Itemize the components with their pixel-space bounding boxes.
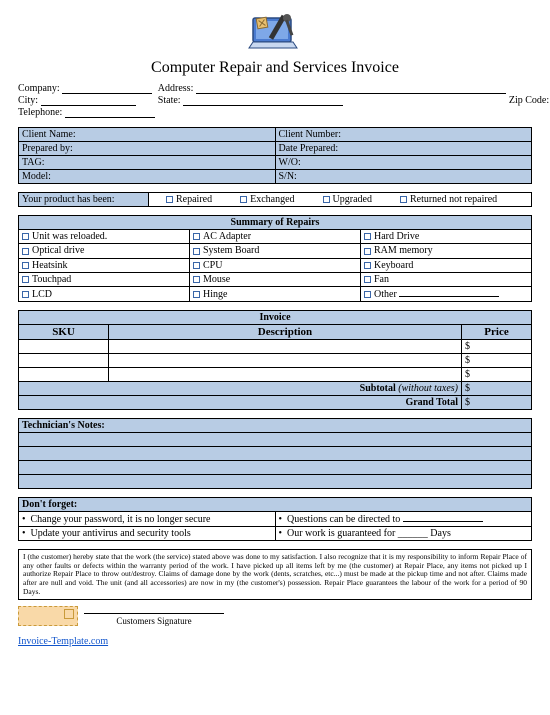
price-cell[interactable]: $ [462,340,532,354]
col-sku: SKU [19,325,109,340]
note-line[interactable] [19,447,532,461]
checkbox-icon[interactable] [22,276,29,283]
client-field-right: S/N: [275,170,532,184]
checkbox-icon[interactable] [364,233,371,240]
client-field-left: TAG: [19,156,276,170]
company-field: Address: [158,83,509,95]
summary-of-repairs: Summary of Repairs Unit was reloaded.AC … [18,215,532,302]
col-desc: Description [109,325,462,340]
checkbox-icon[interactable] [364,276,371,283]
checkbox-icon[interactable] [193,276,200,283]
checkbox-icon[interactable] [193,291,200,298]
company-field: Zip Code: [509,95,550,107]
repair-item[interactable]: Mouse [190,272,361,286]
status-option[interactable]: Exchanged [240,194,294,205]
note-line[interactable] [19,461,532,475]
page-title: Computer Repair and Services Invoice [18,59,532,77]
status-option[interactable]: Repaired [166,194,212,205]
desc-cell[interactable] [109,354,462,368]
signature-label: Customers Signature [116,616,191,626]
dont-forget: Don't forget: • Change your password, it… [18,497,532,541]
checkbox-icon[interactable] [364,248,371,255]
status-option[interactable]: Upgraded [323,194,372,205]
checkbox-icon[interactable] [22,233,29,240]
tech-notes: Technician's Notes: [18,418,532,489]
note-line[interactable] [19,433,532,447]
footer-link[interactable]: Invoice-Template.com [18,636,532,647]
repair-item[interactable]: Hinge [190,287,361,302]
checkbox-icon[interactable] [400,196,407,203]
company-field: State: [158,95,509,107]
desc-cell[interactable] [109,340,462,354]
checkbox-icon[interactable] [193,248,200,255]
checkbox-icon[interactable] [166,196,173,203]
checkbox-icon[interactable] [364,291,371,298]
checkbox-icon[interactable] [22,248,29,255]
dontforget-header: Don't forget: [19,498,532,512]
company-field: Company: [18,83,158,95]
sku-cell[interactable] [19,354,109,368]
signature-box[interactable] [18,606,78,626]
col-price: Price [462,325,532,340]
product-status: Your product has been: Repaired Exchanged… [18,192,532,207]
subtotal-cell: $ [462,382,532,396]
company-info: Company: Address: City: State: Zip Code:… [18,83,532,119]
company-field: City: [18,95,158,107]
repair-item[interactable]: AC Adapter [190,230,361,244]
desc-cell[interactable] [109,368,462,382]
checkbox-icon[interactable] [240,196,247,203]
repair-item[interactable]: Touchpad [19,272,190,286]
client-field-right: Date Prepared: [275,142,532,156]
checkbox-icon[interactable] [193,262,200,269]
client-block: Client Name:Client Number:Prepared by:Da… [18,127,532,184]
checkbox-icon[interactable] [22,291,29,298]
status-label: Your product has been: [22,194,115,205]
repair-item[interactable]: Keyboard [361,258,532,272]
invoice-header: Invoice [19,311,532,325]
logo [18,12,532,57]
signature-row: Customers Signature [18,604,532,626]
repair-item[interactable]: Fan [361,272,532,286]
reminder-item: • Update your antivirus and security too… [19,527,276,541]
note-line[interactable] [19,475,532,489]
client-field-left: Model: [19,170,276,184]
reminder-item: • Our work is guaranteed for ______ Days [275,527,532,541]
invoice-table: Invoice SKU Description Price $$$ Subtot… [18,310,532,410]
repair-item[interactable]: Other [361,287,532,302]
checkbox-icon[interactable] [323,196,330,203]
repair-item[interactable]: LCD [19,287,190,302]
company-field: Telephone: [18,107,158,119]
fine-print: I (the customer) hereby state that the w… [18,549,532,600]
repair-item[interactable]: Unit was reloaded. [19,230,190,244]
status-option[interactable]: Returned not repaired [400,194,497,205]
client-field-left: Client Name: [19,128,276,142]
repair-item[interactable]: Hard Drive [361,230,532,244]
sku-cell[interactable] [19,368,109,382]
repair-item[interactable]: Heatsink [19,258,190,272]
client-field-left: Prepared by: [19,142,276,156]
repair-item[interactable]: Optical drive [19,244,190,258]
price-cell[interactable]: $ [462,354,532,368]
repair-item[interactable]: CPU [190,258,361,272]
summary-header: Summary of Repairs [19,216,532,230]
repair-item[interactable]: RAM memory [361,244,532,258]
checkbox-icon[interactable] [364,262,371,269]
notes-header: Technician's Notes: [19,419,532,433]
repair-item[interactable]: System Board [190,244,361,258]
price-cell[interactable]: $ [462,368,532,382]
checkbox-icon[interactable] [22,262,29,269]
grandtotal-cell: $ [462,396,532,410]
reminder-item: • Questions can be directed to [275,512,532,527]
client-field-right: Client Number: [275,128,532,142]
client-field-right: W/O: [275,156,532,170]
sku-cell[interactable] [19,340,109,354]
reminder-item: • Change your password, it is no longer … [19,512,276,527]
checkbox-icon[interactable] [193,233,200,240]
